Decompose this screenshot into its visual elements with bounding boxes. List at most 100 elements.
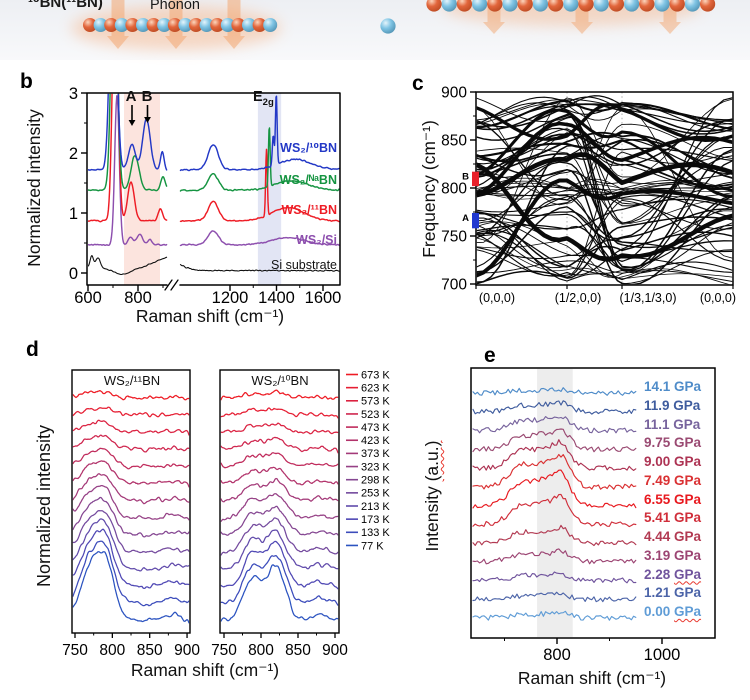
- phonon-band: [476, 132, 733, 162]
- pressure-unit: GPa: [673, 416, 701, 432]
- panel-e-frame: [470, 367, 716, 639]
- isotope-phonon-band: [124, 93, 160, 285]
- nitrogen-atom-icon: [593, 0, 609, 12]
- temperature-curve: [220, 452, 339, 469]
- panel-b-ylabel: Normalized intensity: [24, 109, 44, 267]
- legend-label: 523 K: [361, 409, 390, 421]
- nitrogen-atom-icon: [380, 18, 396, 34]
- phonon-label: Phonon: [150, 0, 200, 13]
- boron-atom-icon: [426, 0, 442, 12]
- phonon-band: [476, 101, 733, 132]
- pressure-label: 9.00 GPa: [644, 454, 702, 469]
- mode-marker-label: B: [462, 172, 469, 183]
- pressure-unit: GPa: [674, 472, 702, 488]
- nitrogen-atom-icon: [502, 0, 518, 12]
- down-arrow-icon: [144, 117, 151, 123]
- y-tick-label: 1: [69, 205, 78, 223]
- boron-atom-icon: [252, 18, 267, 32]
- pressure-unit: GPa: [674, 379, 702, 394]
- phonon-band: [476, 237, 733, 280]
- phonon-band: [476, 183, 733, 200]
- pressure-curve: [472, 571, 637, 584]
- y-tick-label: 800: [441, 181, 467, 198]
- temperature-curve: [220, 389, 339, 401]
- y-tick-label: 2: [69, 145, 78, 163]
- pressure-unit: GPa: [674, 604, 702, 619]
- k-point-label: (0,0,0): [700, 291, 736, 305]
- nitrogen-atom-icon: [532, 0, 548, 12]
- pressure-curve: [472, 416, 637, 434]
- panel-d-ticks: 750 800 850 900: [211, 633, 348, 659]
- pressure-curve: [472, 610, 637, 621]
- legend-label: 623 K: [361, 382, 390, 394]
- nitrogen-atom-icon: [684, 0, 700, 12]
- panel-c-ticks: 700 750 800 850 900 (0,0,0) (1/2,0,0) (1/3,1/3,…: [441, 85, 736, 306]
- pressure-label: 3.19 GPa: [644, 547, 702, 563]
- pressure-label: 11.9 GPa: [644, 397, 701, 413]
- nitrogen-atom-icon: [263, 18, 278, 32]
- y-tick-label: 0: [69, 265, 78, 283]
- x-tick-label: 750: [211, 642, 237, 659]
- spectrum-curve: [88, 93, 340, 192]
- phonon-band: [476, 217, 733, 282]
- k-point-label: (1/2,0,0): [555, 291, 602, 305]
- x-tick-label: 1400: [258, 289, 295, 307]
- pressure-label: 5.41 GPa: [644, 510, 702, 526]
- phonon-band: [476, 178, 733, 278]
- phonon-band: [476, 99, 733, 122]
- pressure-label: 4.44 GPa: [644, 529, 702, 544]
- x-tick-label: 600: [74, 289, 102, 307]
- pressure-unit: GPa: [674, 491, 702, 507]
- pressure-label: 7.49 GPa: [644, 472, 702, 488]
- nitrogen-atom-icon: [242, 18, 256, 32]
- boron-atom-icon: [639, 0, 655, 12]
- temperature-curve: [220, 517, 339, 556]
- k-point-label: (1/3,1/3,0): [620, 291, 677, 305]
- pressure-curve: [472, 439, 637, 471]
- phonon-band: [476, 152, 733, 198]
- pressure-curve: [472, 453, 637, 490]
- temperature-curve: [220, 493, 339, 523]
- mode-marker-A: [472, 212, 479, 229]
- phonon-band: [476, 222, 733, 274]
- temperature-curve: [220, 436, 339, 454]
- panel-d-left-title: WS₂/¹¹BN: [103, 373, 161, 388]
- phonon-band: [476, 210, 733, 279]
- pressure-unit: GPa: [674, 529, 702, 544]
- x-tick-label: 900: [322, 642, 348, 659]
- mode-marker-B: [472, 171, 479, 187]
- spectrum-series-label: WS₂/Si: [296, 233, 337, 247]
- nitrogen-atom-icon: [472, 0, 488, 12]
- nitrogen-atom-icon: [654, 0, 670, 12]
- boron-atom-icon: [669, 0, 685, 12]
- legend-label: 573 K: [361, 396, 390, 408]
- pressure-unit: GPa: [674, 435, 702, 451]
- nitrogen-atom-icon: [220, 18, 235, 32]
- panel-e-xlabel: Raman shift (cm⁻¹): [517, 668, 667, 688]
- pressure-unit: GPa: [673, 397, 701, 413]
- pressure-label: 2.28 GPa: [644, 566, 702, 582]
- y-tick-label: 3: [69, 85, 78, 103]
- x-tick-label: 850: [137, 642, 163, 659]
- boron-atom-icon: [456, 0, 472, 12]
- nitrogen-atom-icon: [441, 0, 457, 12]
- temperature-curve: [220, 422, 339, 435]
- panel-e-ylabel: Intensity (a.u.): [422, 440, 442, 552]
- spectrum-series-label: Si substrate: [270, 258, 337, 272]
- spectrum-curve: [88, 93, 340, 223]
- y-tick-label: 750: [441, 229, 467, 246]
- peak-a-label: A: [125, 88, 137, 105]
- legend-label: 173 K: [361, 514, 390, 526]
- y-tick-label: 700: [441, 277, 467, 294]
- legend-label: 213 K: [361, 501, 390, 513]
- pressure-unit: GPa: [674, 585, 702, 601]
- phonon-band: [476, 102, 733, 142]
- panel-letter-e: e: [484, 344, 496, 367]
- temperature-curve: [72, 528, 190, 590]
- legend-label: 298 K: [361, 475, 390, 487]
- temperature-curve: [220, 529, 339, 570]
- phonon-band: [476, 260, 733, 282]
